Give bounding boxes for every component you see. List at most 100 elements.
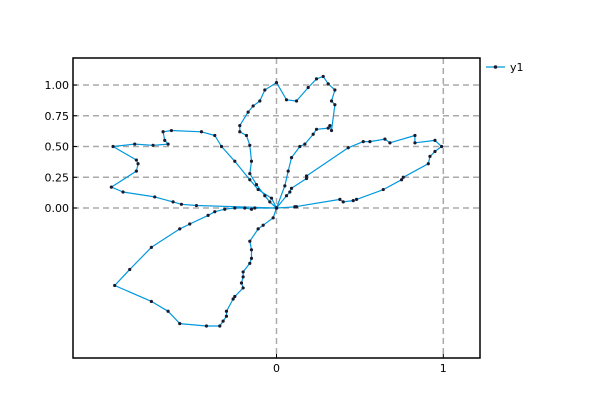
data-point	[261, 223, 265, 227]
data-point	[314, 77, 319, 81]
data-point	[206, 213, 210, 217]
data-point	[178, 227, 182, 231]
data-point	[283, 184, 287, 188]
data-point	[238, 124, 242, 128]
data-point	[274, 206, 279, 210]
data-point	[248, 261, 252, 265]
data-point	[268, 200, 272, 204]
data-point	[218, 324, 222, 328]
data-point	[256, 187, 260, 192]
data-point	[151, 143, 155, 147]
data-point	[253, 206, 257, 210]
data-point	[113, 283, 117, 288]
data-point	[346, 146, 350, 150]
data-point	[221, 319, 225, 323]
data-point	[433, 149, 437, 154]
data-point	[400, 178, 404, 182]
data-point	[249, 159, 254, 163]
x-tick-label: 0	[273, 362, 280, 375]
data-point	[243, 206, 247, 210]
data-point	[249, 256, 254, 261]
data-point	[304, 174, 309, 178]
data-point	[233, 294, 237, 299]
data-point	[328, 124, 332, 128]
data-point	[166, 142, 170, 146]
data-point	[428, 154, 432, 158]
data-point	[338, 197, 342, 201]
data-point	[179, 202, 184, 206]
data-point	[361, 140, 365, 144]
data-point	[284, 194, 289, 198]
y-tick-label: 0.00	[45, 202, 70, 215]
data-point	[248, 178, 252, 182]
data-point	[311, 132, 315, 136]
data-point	[233, 206, 237, 210]
data-point	[111, 144, 115, 149]
data-point	[413, 133, 417, 138]
data-point	[149, 299, 153, 304]
data-point	[133, 142, 137, 146]
data-point	[304, 176, 309, 181]
data-point	[263, 194, 267, 198]
data-point	[341, 200, 345, 204]
data-point	[326, 82, 330, 86]
data-point	[134, 158, 138, 162]
data-point	[248, 239, 252, 243]
data-point	[306, 85, 310, 90]
data-point	[351, 199, 355, 203]
data-point	[213, 210, 217, 214]
data-point	[274, 80, 279, 85]
data-point	[239, 281, 244, 285]
data-point	[333, 88, 337, 92]
data-point	[248, 143, 252, 147]
data-point	[233, 159, 237, 163]
data-point	[169, 128, 174, 133]
data-point	[329, 128, 334, 133]
data-point	[204, 324, 209, 328]
data-point	[224, 314, 229, 318]
data-point	[244, 133, 249, 138]
data-point	[294, 99, 299, 103]
data-point	[269, 196, 274, 200]
data-point	[241, 275, 245, 279]
data-point	[413, 141, 417, 145]
data-point	[251, 104, 255, 108]
data-point	[256, 227, 260, 231]
legend: y1	[486, 61, 524, 74]
data-point	[368, 140, 372, 144]
data-point	[188, 222, 192, 226]
data-point	[440, 144, 444, 149]
data-point	[284, 98, 289, 102]
data-point	[241, 270, 245, 274]
data-point	[354, 197, 359, 201]
data-point	[289, 186, 294, 190]
data-point	[298, 144, 302, 149]
data-point	[223, 207, 227, 211]
data-point	[286, 169, 290, 173]
data-point	[426, 162, 430, 166]
data-point	[161, 130, 165, 134]
x-tick-label: 1	[440, 362, 447, 375]
data-point	[258, 99, 262, 103]
data-point	[153, 195, 157, 199]
y-tick-label: 0.25	[45, 171, 70, 184]
data-point	[333, 103, 337, 107]
data-point	[289, 155, 294, 160]
data-point	[249, 248, 254, 252]
data-point	[219, 144, 224, 149]
data-point	[383, 137, 387, 141]
data-point	[249, 207, 254, 211]
tick-marks: 0.00 0.25 0.50 0.75 1.00 0 1	[45, 79, 447, 375]
legend-marker	[493, 65, 498, 69]
data-point	[294, 205, 299, 209]
data-point	[241, 286, 245, 290]
data-point	[326, 126, 330, 130]
data-point	[231, 297, 235, 301]
data-point	[109, 185, 113, 189]
data-point	[388, 141, 392, 145]
y-tick-label: 1.00	[45, 79, 70, 92]
data-point	[121, 190, 125, 194]
data-point	[246, 110, 250, 114]
data-point	[134, 169, 138, 173]
